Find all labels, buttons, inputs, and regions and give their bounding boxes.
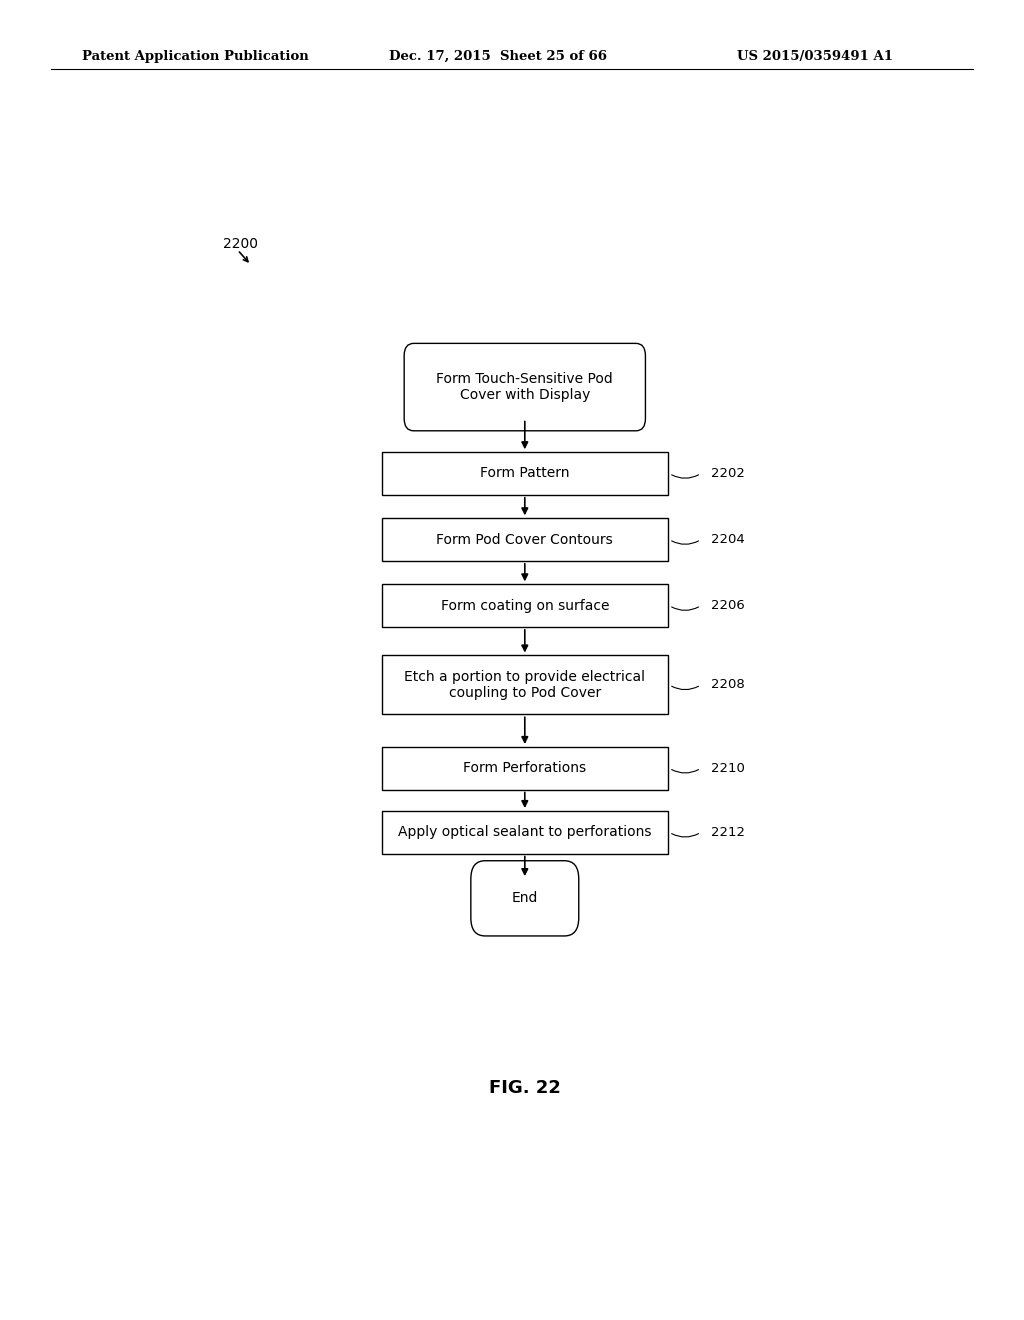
Text: Form coating on surface: Form coating on surface [440,598,609,612]
Bar [382,453,668,495]
Bar [382,747,668,789]
Text: End: End [512,891,538,906]
Bar [382,519,668,561]
Text: Patent Application Publication: Patent Application Publication [82,50,308,63]
Text: 2202: 2202 [712,467,745,480]
Bar [382,656,668,714]
Text: 2208: 2208 [712,678,745,692]
Text: 2204: 2204 [712,533,745,546]
Text: Etch a portion to provide electrical
coupling to Pod Cover: Etch a portion to provide electrical cou… [404,669,645,700]
Text: Apply optical sealant to perforations: Apply optical sealant to perforations [398,825,651,840]
FancyBboxPatch shape [404,343,645,430]
Bar [382,810,668,854]
Text: 2206: 2206 [712,599,745,612]
Text: 2210: 2210 [712,762,745,775]
Text: 2212: 2212 [712,826,745,838]
FancyBboxPatch shape [471,861,579,936]
Text: 2200: 2200 [223,236,258,251]
Text: Form Touch-Sensitive Pod
Cover with Display: Form Touch-Sensitive Pod Cover with Disp… [436,372,613,403]
Text: Form Perforations: Form Perforations [463,762,587,775]
Text: Form Pod Cover Contours: Form Pod Cover Contours [436,532,613,546]
Text: Form Pattern: Form Pattern [480,466,569,480]
Text: FIG. 22: FIG. 22 [488,1080,561,1097]
Bar [382,585,668,627]
Text: Dec. 17, 2015  Sheet 25 of 66: Dec. 17, 2015 Sheet 25 of 66 [389,50,607,63]
Text: US 2015/0359491 A1: US 2015/0359491 A1 [737,50,893,63]
